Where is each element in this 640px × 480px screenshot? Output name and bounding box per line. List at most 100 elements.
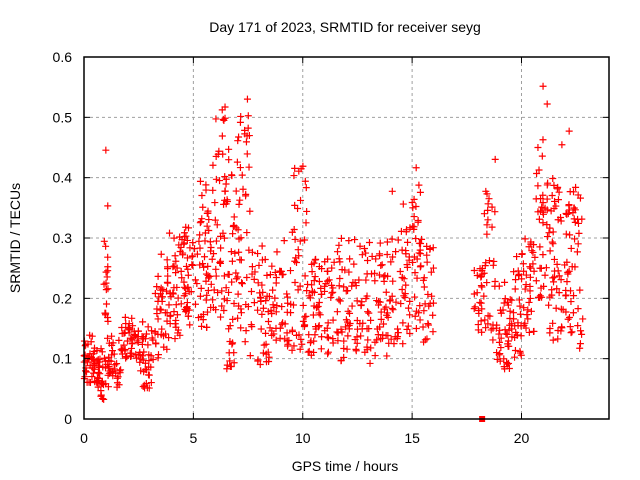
- data-point: [375, 298, 383, 306]
- data-point: [558, 141, 566, 149]
- data-point: [515, 296, 523, 304]
- data-point: [149, 356, 157, 364]
- data-point: [336, 258, 344, 266]
- data-point: [233, 158, 241, 166]
- data-point: [505, 359, 513, 367]
- data-point: [336, 297, 344, 305]
- data-point: [541, 204, 549, 212]
- data-point: [235, 235, 243, 243]
- data-point: [574, 322, 582, 330]
- data-point: [534, 182, 542, 190]
- data-point: [257, 325, 265, 333]
- axis-ticks: 0 0.1 0.2 0.3 0.4 0.5 0.6 0 5 10 15 20: [53, 49, 609, 446]
- data-point: [394, 325, 402, 333]
- data-point: [199, 203, 207, 211]
- data-point: [225, 325, 233, 333]
- data-point: [365, 325, 373, 333]
- data-point: [104, 313, 112, 321]
- data-point: [554, 183, 562, 191]
- data-point: [121, 347, 129, 355]
- data-point: [220, 272, 228, 280]
- data-point: [327, 293, 335, 301]
- data-point: [96, 370, 104, 378]
- data-point: [394, 236, 402, 244]
- data-point: [291, 164, 299, 172]
- data-point: [335, 296, 343, 304]
- data-point: [517, 332, 525, 340]
- data-point: [234, 273, 242, 281]
- data-point: [569, 309, 577, 317]
- data-point: [576, 286, 584, 294]
- data-point: [88, 373, 96, 381]
- data-point: [105, 363, 113, 371]
- data-point: [151, 327, 159, 335]
- data-point: [141, 335, 149, 343]
- data-point: [172, 257, 180, 265]
- data-point: [272, 324, 280, 332]
- data-point: [546, 247, 554, 255]
- data-point: [570, 292, 578, 300]
- data-point: [355, 276, 363, 284]
- data-point: [329, 288, 337, 296]
- data-point: [235, 248, 243, 256]
- data-point: [351, 236, 359, 244]
- data-point: [484, 216, 492, 224]
- data-point: [389, 306, 397, 314]
- data-point: [169, 290, 177, 298]
- data-point: [81, 342, 89, 350]
- data-point: [145, 371, 153, 379]
- data-point: [536, 207, 544, 215]
- data-point: [562, 291, 570, 299]
- data-point: [538, 203, 546, 211]
- data-point: [125, 325, 133, 333]
- data-point: [539, 251, 547, 259]
- data-point: [527, 264, 535, 272]
- data-point: [246, 352, 254, 360]
- data-point: [357, 332, 365, 340]
- data-point: [524, 315, 532, 323]
- data-point: [260, 341, 268, 349]
- data-point: [421, 300, 429, 308]
- data-point: [210, 250, 218, 258]
- data-point: [376, 239, 384, 247]
- data-point: [182, 232, 190, 240]
- data-point: [337, 325, 345, 333]
- data-point: [383, 238, 391, 246]
- data-point: [324, 350, 332, 358]
- data-point: [142, 330, 150, 338]
- data-point: [235, 302, 243, 310]
- data-point: [545, 301, 553, 309]
- data-point: [562, 308, 570, 316]
- data-point: [203, 222, 211, 230]
- data-point: [558, 323, 566, 331]
- data-point: [388, 304, 396, 312]
- data-point: [271, 268, 279, 276]
- data-point: [250, 275, 258, 283]
- data-point: [476, 265, 484, 273]
- data-point: [334, 329, 342, 337]
- data-point: [230, 349, 238, 357]
- data-point: [100, 395, 108, 403]
- data-point: [521, 285, 529, 293]
- data-point: [381, 271, 389, 279]
- data-point: [177, 267, 185, 275]
- data-point: [478, 328, 486, 336]
- data-point: [349, 279, 357, 287]
- data-point: [548, 191, 556, 199]
- data-point: [539, 82, 547, 90]
- data-point: [563, 278, 571, 286]
- data-point: [222, 284, 230, 292]
- data-point: [212, 272, 220, 280]
- data-point: [285, 336, 293, 344]
- data-point: [297, 335, 305, 343]
- data-point: [134, 339, 142, 347]
- data-point: [373, 336, 381, 344]
- chart-title: Day 171 of 2023, SRMTID for receiver sey…: [209, 19, 481, 35]
- data-point: [506, 307, 514, 315]
- data-point: [299, 317, 307, 325]
- data-point: [423, 242, 431, 250]
- data-point: [254, 306, 262, 314]
- data-point: [225, 288, 233, 296]
- data-point: [209, 296, 217, 304]
- data-point: [377, 261, 385, 269]
